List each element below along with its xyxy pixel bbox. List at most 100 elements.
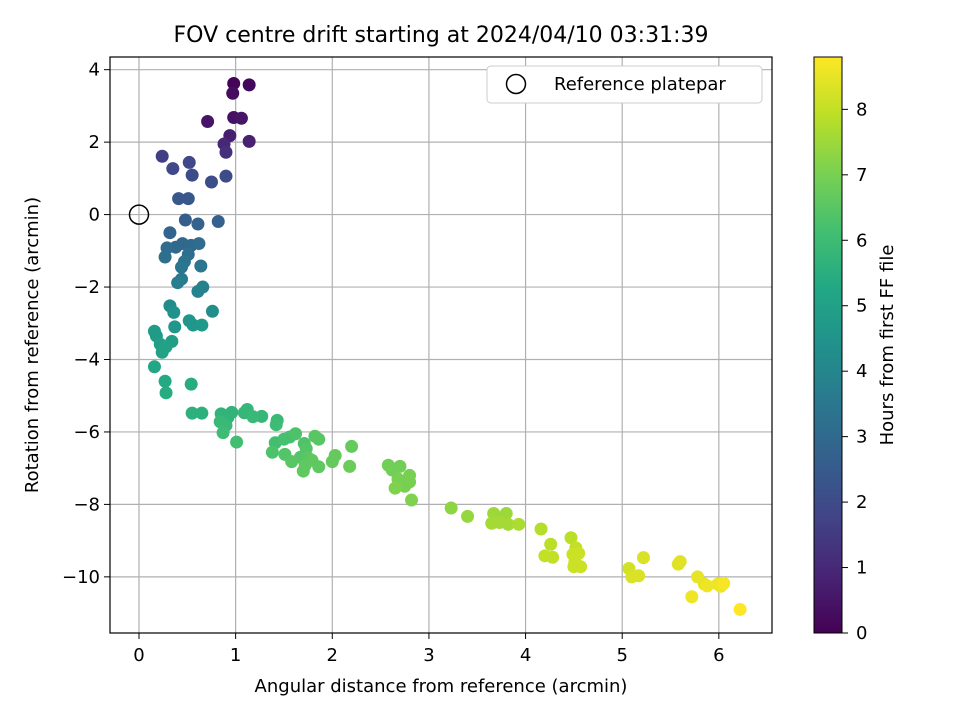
- data-point: [388, 481, 402, 495]
- colorbar-tick-label: 4: [856, 361, 867, 382]
- data-point: [461, 509, 475, 523]
- legend-label: Reference platepar: [554, 74, 726, 95]
- data-point: [163, 226, 177, 240]
- y-tick-label: 4: [89, 60, 100, 81]
- data-point: [636, 551, 650, 565]
- colorbar-tick-label: 5: [856, 296, 867, 317]
- data-point: [226, 86, 240, 100]
- data-point: [158, 374, 172, 388]
- data-point: [234, 111, 248, 125]
- data-point: [191, 284, 205, 298]
- data-point: [534, 522, 548, 536]
- data-point: [501, 517, 515, 531]
- x-axis-label: Angular distance from reference (arcmin): [255, 676, 628, 697]
- data-point: [158, 250, 172, 264]
- colorbar-tick-label: 1: [856, 558, 867, 579]
- colorbar-tick-label: 7: [856, 165, 867, 186]
- data-point: [175, 260, 189, 274]
- legend-box: [486, 65, 763, 104]
- y-tick-label: −8: [73, 494, 100, 515]
- data-point: [181, 192, 195, 206]
- data-point: [172, 192, 186, 206]
- y-tick-label: −2: [73, 277, 100, 298]
- data-point: [195, 318, 209, 332]
- data-point: [185, 168, 199, 182]
- data-point: [159, 386, 173, 400]
- y-tick-label: −4: [73, 349, 100, 370]
- data-point: [147, 360, 161, 374]
- data-point: [242, 134, 256, 148]
- data-point: [211, 214, 225, 228]
- y-axis-ticks: 4 2 0 −2 −4 −6 −8 −10: [62, 60, 110, 588]
- data-point: [230, 435, 244, 449]
- chart-title: FOV centre drift starting at 2024/04/10 …: [174, 23, 709, 48]
- x-tick-label: 5: [616, 645, 627, 666]
- data-points: [147, 76, 747, 616]
- data-point: [219, 169, 233, 183]
- data-point: [227, 76, 241, 90]
- data-point: [405, 493, 419, 507]
- data-point: [201, 114, 215, 128]
- y-tick-label: −10: [62, 567, 100, 588]
- colorbar: [813, 56, 843, 634]
- data-point: [398, 479, 412, 493]
- y-axis-label: Rotation from reference (arcmin): [22, 197, 43, 493]
- data-point: [171, 276, 185, 290]
- data-point: [204, 175, 218, 189]
- data-point: [574, 560, 588, 574]
- data-point: [671, 557, 685, 571]
- data-point: [328, 448, 342, 462]
- plot-frame: [109, 56, 773, 634]
- data-point: [544, 537, 558, 551]
- x-tick-label: 2: [327, 645, 338, 666]
- data-point: [168, 320, 182, 334]
- data-point: [296, 464, 310, 478]
- data-point: [512, 517, 526, 531]
- y-tick-label: 2: [89, 132, 100, 153]
- x-tick-label: 1: [230, 645, 241, 666]
- data-point: [155, 345, 169, 359]
- data-point: [700, 579, 714, 593]
- data-point: [219, 145, 233, 159]
- data-point: [216, 426, 230, 440]
- colorbar-tick-label: 6: [856, 230, 867, 251]
- data-point: [685, 590, 699, 604]
- y-tick-label: 0: [89, 205, 100, 226]
- data-point: [546, 550, 560, 564]
- colorbar-ticks: 0 1 2 3 4 5 6 7 8: [842, 99, 867, 644]
- x-tick-label: 6: [713, 645, 724, 666]
- legend-marker: [505, 73, 527, 95]
- legend: Reference platepar: [486, 65, 763, 104]
- data-point: [343, 459, 357, 473]
- data-point: [192, 237, 206, 251]
- colorbar-label: Hours from first FF file: [877, 245, 898, 446]
- data-point: [191, 217, 205, 231]
- data-point: [312, 460, 326, 474]
- data-point: [312, 432, 326, 446]
- data-point: [733, 602, 747, 616]
- data-point: [345, 439, 359, 453]
- x-tick-label: 0: [133, 645, 144, 666]
- data-point: [265, 445, 279, 459]
- data-point: [269, 418, 283, 432]
- data-point: [242, 78, 256, 92]
- data-point: [632, 569, 646, 583]
- x-tick-label: 3: [423, 645, 434, 666]
- data-point: [289, 427, 303, 441]
- data-point: [178, 213, 192, 227]
- y-tick-label: −6: [73, 422, 100, 443]
- x-axis-ticks: 0 1 2 3 4 5 6: [133, 633, 725, 666]
- data-point: [166, 162, 180, 176]
- data-point: [182, 155, 196, 169]
- data-point: [194, 259, 208, 273]
- data-point: [155, 149, 169, 163]
- data-point: [485, 516, 499, 530]
- data-point: [717, 576, 731, 590]
- data-point: [195, 406, 209, 420]
- data-point: [444, 501, 458, 515]
- colorbar-tick-label: 8: [856, 99, 867, 120]
- colorbar-tick-label: 2: [856, 492, 867, 513]
- data-point: [167, 305, 181, 319]
- data-point: [184, 377, 198, 391]
